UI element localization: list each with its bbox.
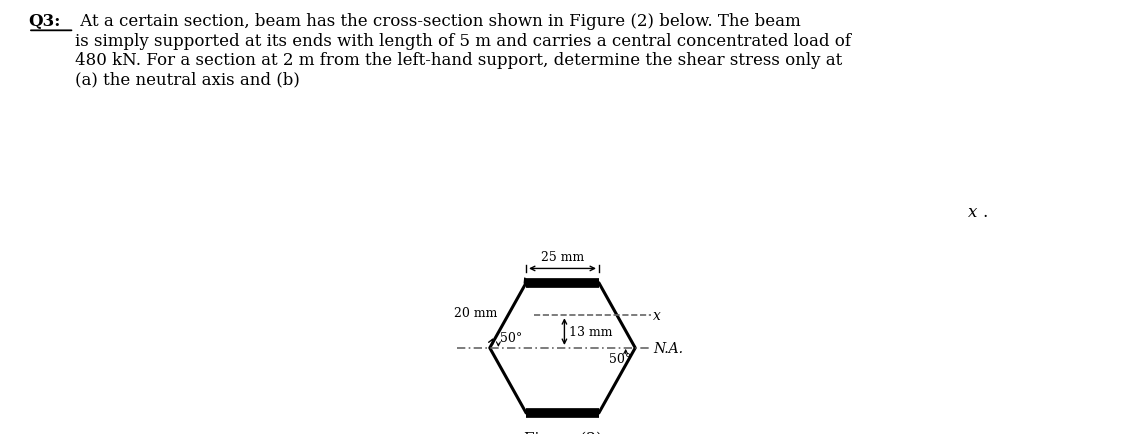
Text: 13 mm: 13 mm: [568, 326, 612, 339]
Text: 50°: 50°: [501, 331, 522, 344]
Text: x: x: [654, 309, 662, 322]
Text: Figure (2): Figure (2): [523, 430, 602, 434]
Text: .: .: [982, 203, 988, 220]
Text: 25 mm: 25 mm: [541, 250, 584, 263]
Text: Q3:: Q3:: [28, 13, 61, 30]
Text: N.A.: N.A.: [654, 341, 683, 355]
Text: 20 mm: 20 mm: [455, 306, 497, 319]
Text: x: x: [968, 203, 976, 220]
Text: At a certain section, beam has the cross-section shown in Figure (2) below. The : At a certain section, beam has the cross…: [75, 13, 852, 89]
Text: 50°: 50°: [610, 352, 631, 365]
